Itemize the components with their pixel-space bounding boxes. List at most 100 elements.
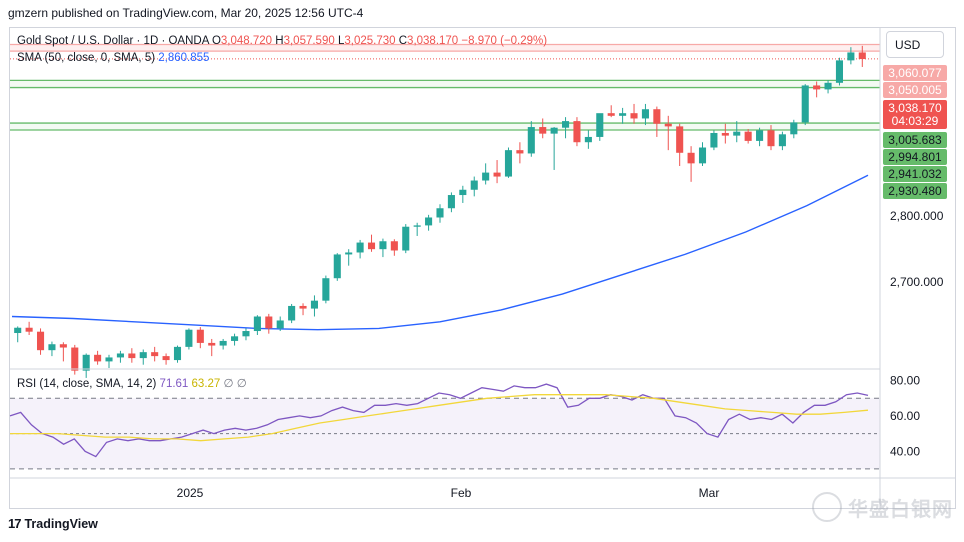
- footer-brand[interactable]: 17 TradingView: [8, 516, 98, 531]
- zone-fill-0[interactable]: [10, 44, 880, 52]
- candle-body: [14, 327, 22, 334]
- candle[interactable]: [641, 103, 649, 126]
- candle[interactable]: [801, 84, 809, 126]
- candle[interactable]: [493, 160, 501, 184]
- candle[interactable]: [253, 315, 261, 335]
- candle[interactable]: [858, 45, 866, 67]
- candle-body: [310, 300, 318, 309]
- candle-body: [767, 130, 775, 147]
- candle-body: [25, 327, 33, 332]
- candle[interactable]: [310, 295, 318, 317]
- candle[interactable]: [778, 131, 786, 151]
- candle[interactable]: [596, 113, 604, 141]
- price-tick-label: 2,800.000: [890, 209, 944, 223]
- candle[interactable]: [390, 239, 398, 256]
- rsi-ma-line[interactable]: [10, 394, 869, 442]
- symbol-label[interactable]: Gold Spot / U.S. Dollar · 1D · OANDA: [17, 35, 209, 47]
- candle[interactable]: [356, 239, 364, 259]
- candle[interactable]: [288, 303, 296, 324]
- rsi-line[interactable]: [9, 383, 869, 458]
- candle[interactable]: [710, 130, 718, 151]
- candle[interactable]: [664, 115, 672, 151]
- candle[interactable]: [504, 147, 513, 178]
- candle[interactable]: [607, 105, 615, 118]
- candle[interactable]: [653, 106, 661, 137]
- candle[interactable]: [94, 350, 102, 365]
- candle[interactable]: [276, 316, 284, 332]
- candle[interactable]: [425, 214, 433, 231]
- candle[interactable]: [630, 103, 638, 124]
- candle[interactable]: [619, 107, 627, 124]
- candle[interactable]: [676, 123, 684, 166]
- candle[interactable]: [470, 176, 478, 197]
- candle[interactable]: [527, 121, 535, 157]
- candle[interactable]: [721, 123, 729, 144]
- candle[interactable]: [208, 338, 216, 357]
- candle[interactable]: [36, 328, 45, 355]
- candle[interactable]: [196, 327, 204, 349]
- candle[interactable]: [231, 333, 239, 346]
- candle[interactable]: [116, 350, 124, 363]
- candle[interactable]: [25, 321, 33, 335]
- candle[interactable]: [345, 249, 353, 266]
- candle[interactable]: [379, 238, 387, 258]
- open-label: O: [211, 35, 221, 47]
- candle[interactable]: [71, 344, 79, 375]
- candle[interactable]: [242, 328, 250, 341]
- candle[interactable]: [48, 341, 56, 357]
- candle-body: [459, 189, 467, 196]
- watermark-text: 华盛白银网: [848, 498, 953, 521]
- candle[interactable]: [139, 349, 147, 365]
- candle-body: [539, 127, 547, 134]
- candle[interactable]: [82, 353, 90, 378]
- candle[interactable]: [733, 121, 741, 143]
- candle[interactable]: [413, 222, 421, 236]
- sma-label[interactable]: SMA (50, close, 0, SMA, 5): [17, 52, 156, 64]
- candle[interactable]: [402, 224, 410, 254]
- candle[interactable]: [105, 354, 113, 368]
- candle[interactable]: [436, 204, 444, 223]
- candle[interactable]: [767, 125, 775, 151]
- candle[interactable]: [265, 313, 273, 334]
- candle[interactable]: [367, 234, 376, 252]
- candle[interactable]: [59, 342, 67, 362]
- candle[interactable]: [333, 253, 341, 281]
- candle-body: [379, 241, 387, 250]
- zone-fill-1[interactable]: [10, 80, 880, 88]
- candle[interactable]: [813, 81, 821, 98]
- sma-line[interactable]: [11, 174, 869, 331]
- currency-button[interactable]: USD: [886, 31, 944, 58]
- candle[interactable]: [687, 146, 695, 182]
- candle[interactable]: [698, 142, 707, 166]
- candle[interactable]: [299, 303, 307, 316]
- candle[interactable]: [584, 130, 592, 149]
- candle[interactable]: [847, 47, 855, 65]
- candle[interactable]: [756, 127, 764, 147]
- candle[interactable]: [219, 338, 227, 350]
- candle[interactable]: [459, 185, 467, 203]
- candle-body: [48, 344, 56, 351]
- zone-fill-2[interactable]: [10, 123, 880, 131]
- candle[interactable]: [14, 326, 22, 343]
- candle-body: [641, 109, 649, 119]
- candle[interactable]: [744, 129, 752, 144]
- candle[interactable]: [539, 118, 547, 139]
- candle[interactable]: [162, 353, 170, 365]
- candle[interactable]: [322, 275, 330, 304]
- candle[interactable]: [573, 117, 581, 147]
- candle[interactable]: [128, 348, 136, 363]
- candle[interactable]: [516, 142, 524, 164]
- candle[interactable]: [550, 127, 558, 170]
- candle[interactable]: [835, 57, 844, 86]
- candle[interactable]: [151, 346, 159, 362]
- candle[interactable]: [482, 163, 490, 185]
- candle[interactable]: [173, 345, 182, 363]
- rsi-label[interactable]: RSI (14, close, SMA, 14, 2): [17, 378, 157, 390]
- candle[interactable]: [790, 119, 798, 139]
- candle[interactable]: [185, 328, 193, 350]
- candle[interactable]: [562, 117, 570, 139]
- candle[interactable]: [447, 192, 455, 213]
- candle[interactable]: [824, 80, 832, 94]
